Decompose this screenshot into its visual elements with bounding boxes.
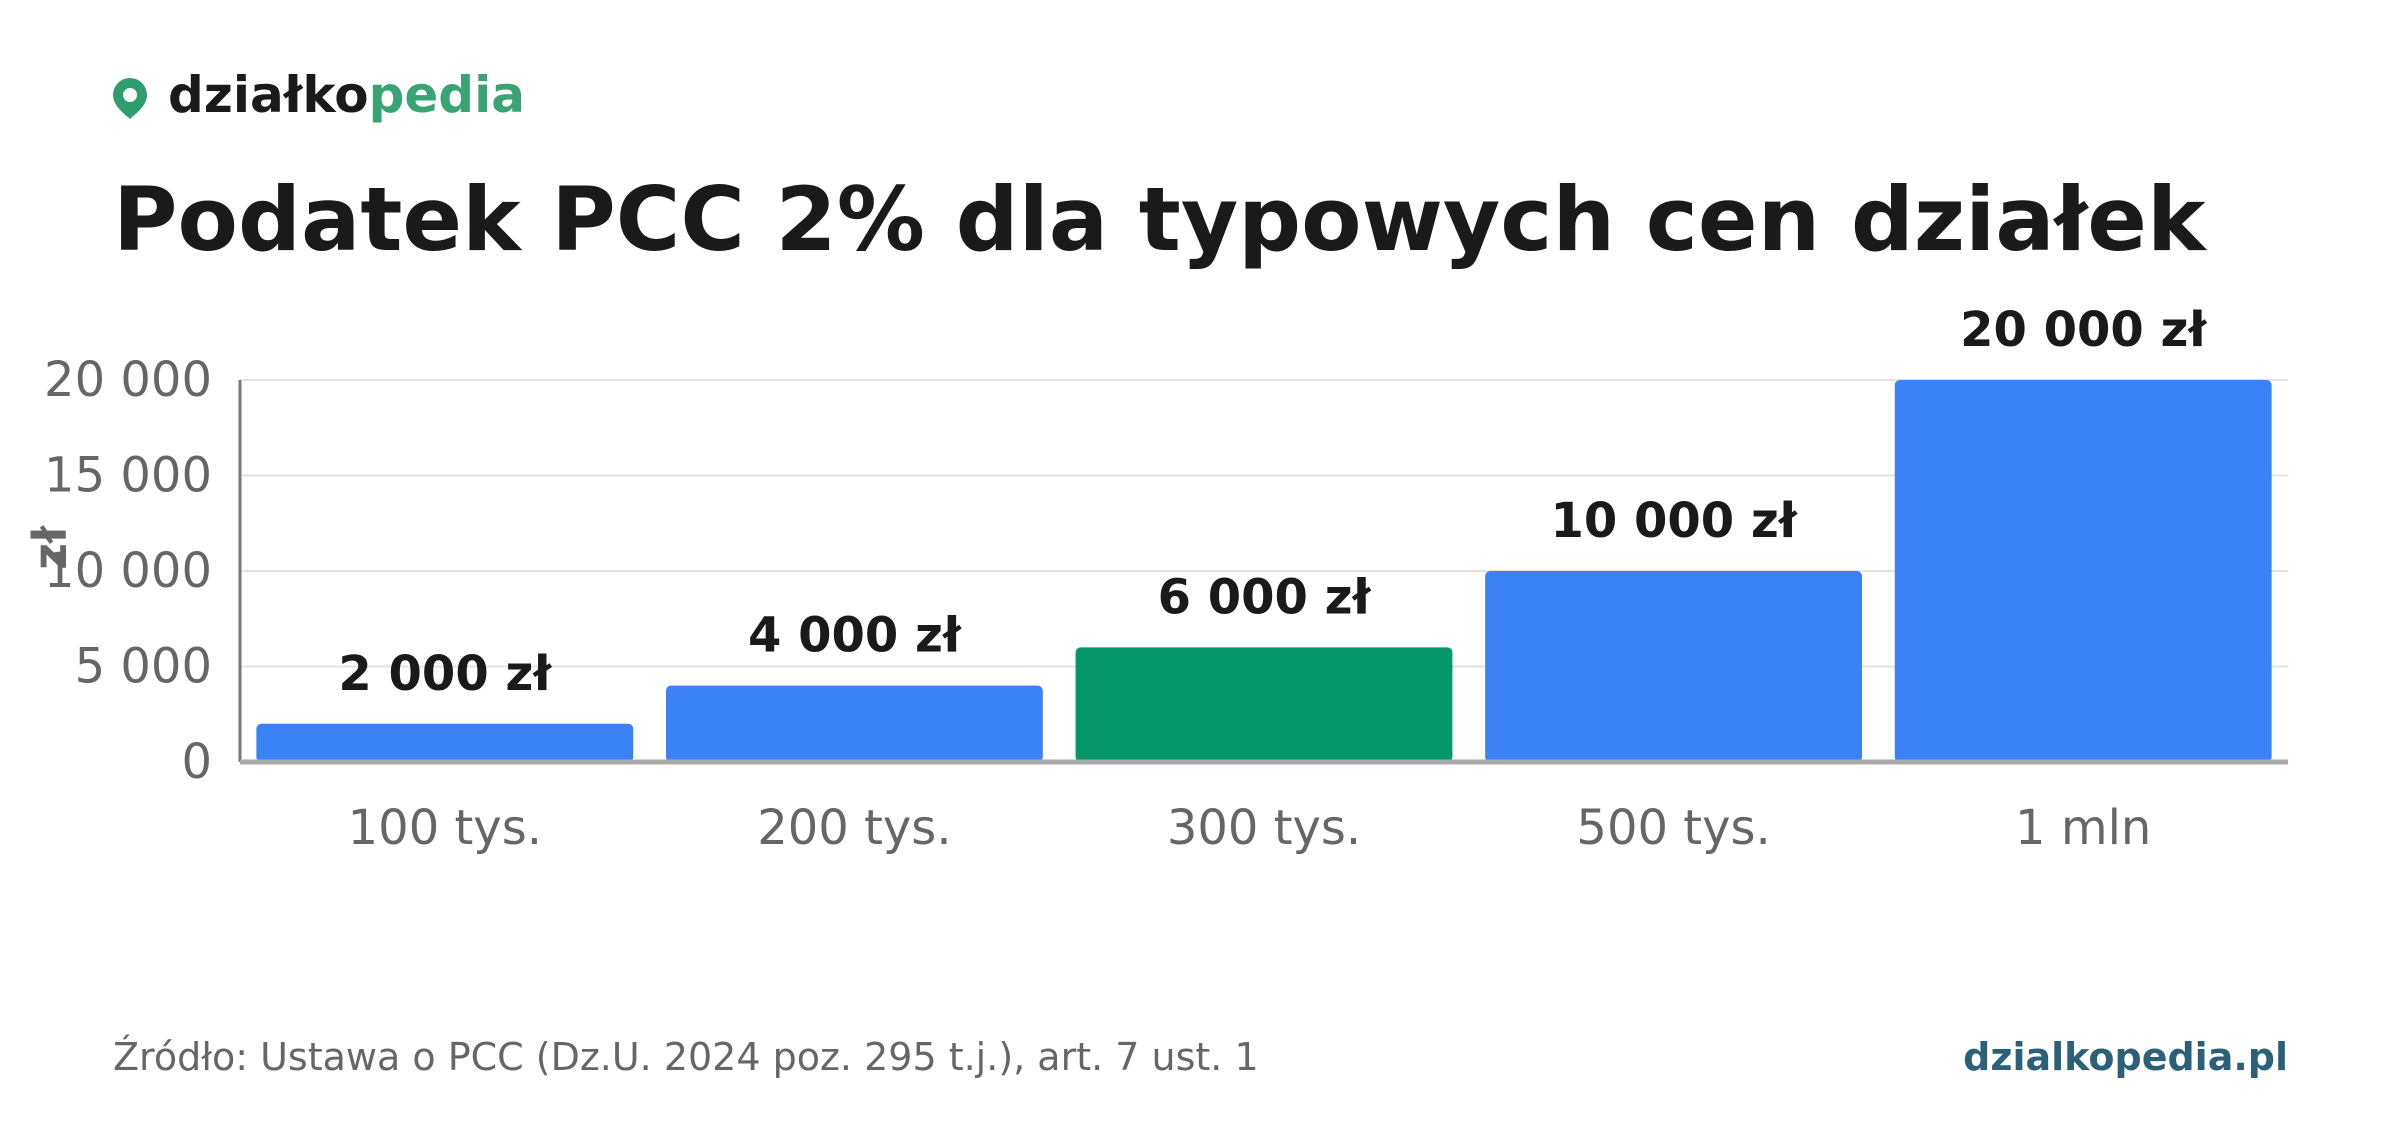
bar [1894, 380, 2272, 762]
x-tick-label: 200 tys. [757, 800, 951, 856]
y-axis-label: zł [23, 525, 77, 570]
value-label: 20 000 zł [1960, 302, 2207, 358]
value-label: 10 000 zł [1551, 493, 1798, 549]
bar [1485, 571, 1863, 762]
value-label: 4 000 zł [748, 608, 962, 664]
source-note: Źródło: Ustawa o PCC (Dz.U. 2024 poz. 29… [113, 1035, 1259, 1079]
y-tick-label: 15 000 [44, 448, 212, 504]
x-tick-label: 1 mln [2015, 800, 2151, 856]
chart-title: Podatek PCC 2% dla typowych cen działek [113, 168, 2208, 271]
logo-part: działko [168, 66, 369, 124]
value-label: 2 000 zł [338, 646, 552, 702]
value-label: 6 000 zł [1158, 569, 1372, 625]
bar [1075, 647, 1453, 762]
bar [256, 723, 634, 762]
y-tick-label: 10 000 [44, 543, 212, 599]
y-tick-label: 5 000 [75, 639, 212, 695]
x-tick-label: 300 tys. [1167, 800, 1361, 856]
x-tick-label: 500 tys. [1576, 800, 1770, 856]
x-tick-label: 100 tys. [348, 800, 542, 856]
logo-text: działkopedia [168, 66, 525, 124]
y-tick-label: 20 000 [44, 352, 212, 408]
bar [665, 685, 1043, 762]
y-tick-label: 0 [181, 734, 212, 790]
logo-part: pedia [369, 66, 525, 124]
site-link: dzialkopedia.pl [1963, 1035, 2288, 1079]
logo-icon [113, 78, 147, 119]
